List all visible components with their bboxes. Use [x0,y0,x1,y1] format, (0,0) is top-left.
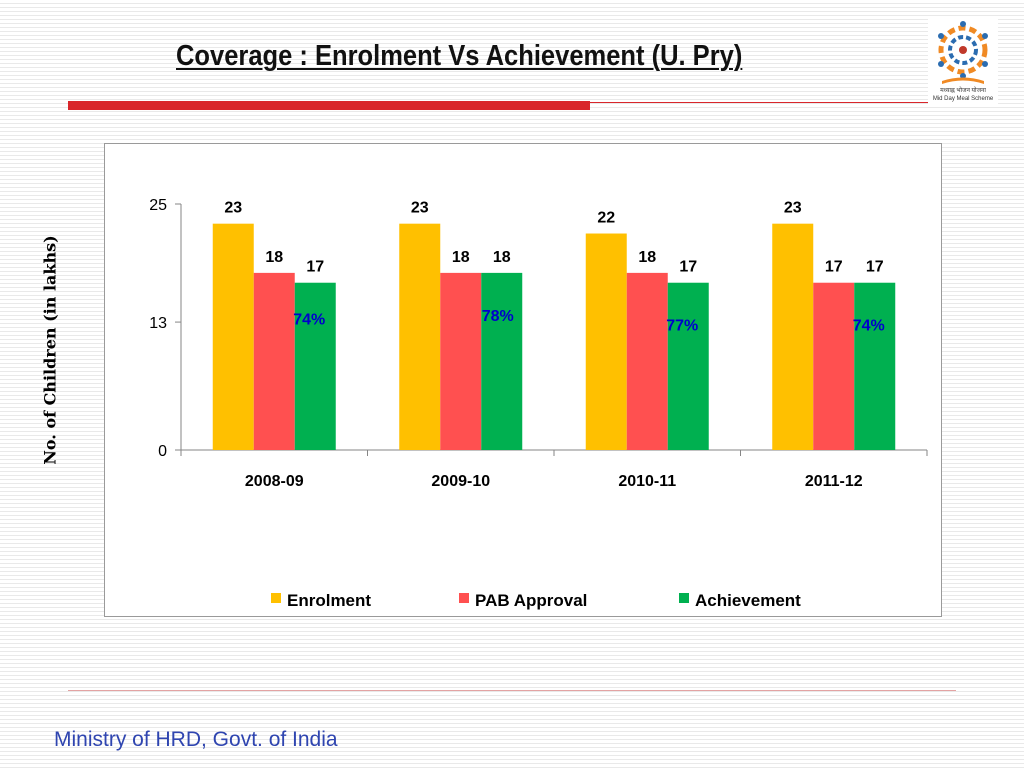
footer-text: Ministry of HRD, Govt. of India [54,728,338,751]
bar-chart: 0 13 25 23 18 17 74% 2008-09 23 18 18 78% 2009-10 22 1… [149,197,928,610]
title-rule-thin [590,102,935,103]
legend-swatch-achievement [679,593,689,603]
legend-label: Achievement [695,591,801,610]
bar-enrolment [399,223,441,450]
bar-enrolment [212,223,254,450]
data-label: 18 [638,249,656,266]
logo-caption: Mid Day Meal Scheme [932,96,994,102]
achievement-percent-label: 74% [853,318,885,335]
legend-label: Enrolment [287,591,371,610]
bar-enrolment [585,233,627,450]
x-tick-label: 2010-11 [618,473,676,490]
bar-pab-approval [253,272,295,450]
legend-swatch-enrolment [271,593,281,603]
y-tick-label: 25 [149,197,167,214]
mid-day-meal-logo: मध्याह्न भोजन योजना Mid Day Meal Scheme [928,18,998,106]
data-label: 18 [265,249,283,266]
y-tick-label: 13 [149,315,167,332]
legend-swatch-pab-approval [459,593,469,603]
slide-title: Coverage : Enrolment Vs Achievement (U. … [176,40,743,72]
bar-achievement [294,282,336,450]
data-label: 23 [411,200,429,217]
x-tick-label: 2011-12 [805,473,863,490]
x-tick-label: 2008-09 [245,473,304,490]
y-axis-title: No. of Children (in lakhs) [40,235,60,465]
data-label: 17 [825,259,843,276]
y-axis-title-wrap: No. of Children (in lakhs) [38,200,62,500]
chart-frame: 0 13 25 23 18 17 74% 2008-09 23 18 18 78% 2009-10 22 1… [104,143,942,617]
data-label: 22 [597,210,615,227]
bar-pab-approval [440,272,482,450]
bar-achievement [481,272,523,450]
data-label: 17 [306,259,324,276]
title-rule-red [68,101,590,110]
x-tick-label: 2009-10 [431,473,490,490]
bar-pab-approval [626,272,668,450]
data-label: 18 [493,249,511,266]
legend-label: PAB Approval [475,591,587,610]
bar-enrolment [772,223,814,450]
data-label: 18 [452,249,470,266]
data-label: 17 [866,259,884,276]
logo-hindi-text: मध्याह्न भोजन योजना [940,88,986,94]
data-label: 23 [224,200,242,217]
bar-pab-approval [813,282,855,450]
data-label: 17 [679,259,697,276]
logo-emblem-icon [938,21,988,84]
achievement-percent-label: 78% [482,308,514,325]
achievement-percent-label: 77% [666,318,698,335]
data-label: 23 [784,200,802,217]
y-tick-label: 0 [158,443,167,460]
footer-rule [68,690,956,691]
bar-achievement [854,282,896,450]
achievement-percent-label: 74% [293,312,325,329]
bar-achievement [667,282,709,450]
